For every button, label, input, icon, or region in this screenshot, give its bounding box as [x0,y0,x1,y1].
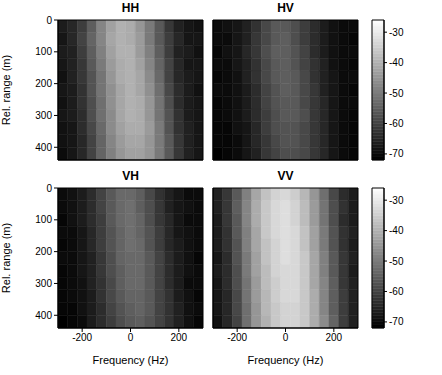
svg-text:-50: -50 [389,256,404,267]
svg-text:-60: -60 [389,118,404,129]
html-text:HV: HV [277,1,294,15]
svg-text:-60: -60 [389,286,404,297]
svg-text:0: 0 [283,332,289,343]
svg-text:0: 0 [46,184,52,194]
svg-text:-50: -50 [389,88,404,99]
svg-text:200: 200 [325,332,342,343]
svg-text:-40: -40 [389,57,404,68]
svg-text:Rel. range (m): Rel. range (m) [0,223,12,293]
svg-text:200: 200 [35,78,52,89]
html-text:VV: VV [277,169,294,183]
svg-text:-200: -200 [72,332,92,343]
svg-text:-70: -70 [389,148,404,159]
svg-text:-70: -70 [389,316,404,327]
svg-text:-30: -30 [389,195,404,206]
svg-text:200: 200 [35,246,52,257]
svg-text:Rel. range (m): Rel. range (m) [0,55,12,125]
svg-text:Frequency (Hz): Frequency (Hz) [93,354,169,366]
svg-text:100: 100 [35,46,52,57]
svg-text:-40: -40 [389,225,404,236]
svg-text:-200: -200 [227,332,247,343]
svg-text:100: 100 [35,214,52,225]
svg-text:400: 400 [35,142,52,153]
svg-text:-30: -30 [389,27,404,38]
svg-text:200: 200 [170,332,187,343]
html-text:VH: VH [122,169,139,183]
svg-text:300: 300 [35,110,52,121]
svg-text:400: 400 [35,310,52,321]
svg-text:0: 0 [128,332,134,343]
svg-text:300: 300 [35,278,52,289]
svg-text:Frequency (Hz): Frequency (Hz) [248,354,324,366]
html-text:HH: HH [121,1,140,15]
svg-text:0: 0 [46,16,52,26]
